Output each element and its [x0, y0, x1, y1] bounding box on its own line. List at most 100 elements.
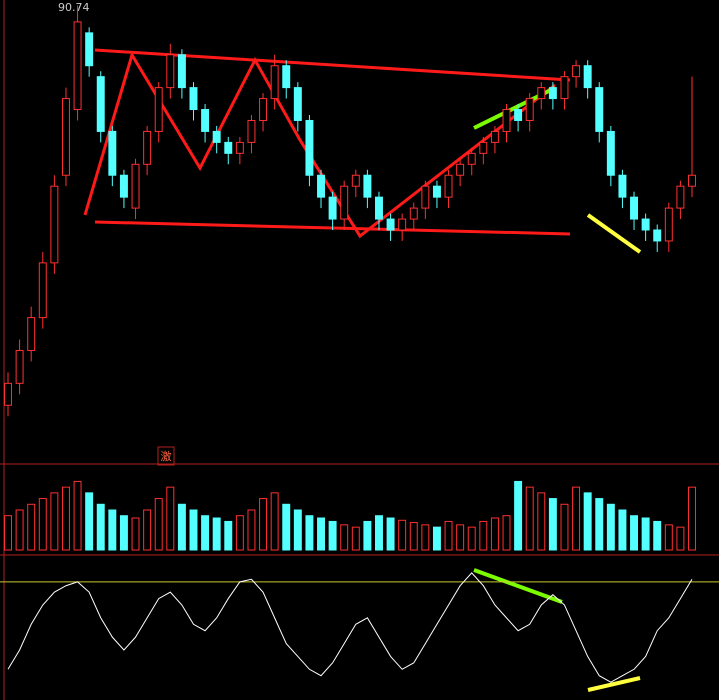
badge: 激	[161, 449, 172, 463]
candle-body	[572, 65, 581, 78]
candle-body	[560, 76, 569, 100]
candle-body	[583, 65, 592, 89]
candle-body	[259, 98, 268, 121]
candle-body	[456, 163, 465, 176]
volume-bar	[154, 498, 163, 551]
candle-body	[444, 174, 453, 198]
volume-bar	[235, 515, 244, 551]
volume-bar	[212, 517, 221, 551]
volume-bar	[119, 515, 128, 551]
candle-body	[618, 174, 627, 198]
candle-body	[131, 163, 140, 209]
candle-body	[282, 65, 291, 89]
candle-body	[235, 141, 244, 154]
volume-bar	[386, 517, 395, 551]
candle-body	[676, 185, 685, 209]
volume-bar	[479, 520, 488, 551]
divergence-arrow	[587, 676, 641, 692]
candle-body	[340, 185, 349, 220]
divergence-arrow	[586, 213, 642, 254]
volume-bar	[4, 515, 12, 551]
candle-body	[61, 98, 70, 176]
candle-body	[537, 87, 546, 100]
volume-bar	[340, 524, 349, 551]
volume-bar	[490, 517, 499, 551]
volume-bar	[537, 492, 546, 551]
candle-body	[143, 130, 152, 165]
candle-body	[548, 87, 557, 100]
candle-body	[154, 87, 163, 132]
volume-bar	[688, 486, 696, 551]
volume-bar	[525, 486, 534, 551]
candle-body	[514, 109, 523, 121]
candle-body	[119, 174, 128, 198]
volume-bar	[73, 480, 82, 551]
volume-bar	[61, 486, 70, 551]
candle-body	[688, 174, 696, 187]
volume-bar	[664, 524, 673, 551]
volume-bar	[189, 509, 198, 551]
candle-body	[653, 229, 662, 242]
volume-bar	[398, 519, 407, 551]
volume-bar	[444, 520, 453, 551]
volume-bar	[50, 492, 59, 551]
volume-bar	[351, 526, 360, 551]
candle-body	[490, 130, 499, 143]
volume-bar	[259, 498, 268, 551]
candle-body	[375, 196, 383, 220]
volume-bar	[201, 515, 210, 551]
badge-box	[157, 446, 175, 466]
candle-body	[467, 152, 476, 165]
high-label: 90.74	[58, 1, 90, 14]
volume-bar	[409, 522, 418, 551]
volume-bar	[375, 515, 383, 551]
candle-body	[606, 130, 615, 176]
volume-bar	[270, 492, 279, 551]
candle-body	[595, 87, 604, 132]
candle-body	[108, 130, 117, 176]
candle-body	[73, 21, 82, 111]
candle-body	[317, 174, 325, 198]
volume-bar	[305, 515, 314, 551]
volume-bar	[108, 509, 117, 551]
volume-bar	[85, 492, 94, 551]
candle-body	[664, 207, 673, 242]
volume-bar	[96, 503, 105, 551]
volume-bar	[177, 503, 186, 551]
candle-body	[15, 349, 24, 384]
candle-body	[189, 87, 198, 111]
volume-bar	[247, 509, 256, 551]
volume-bar	[548, 498, 557, 551]
candle-body	[4, 382, 12, 406]
volume-bar	[514, 480, 523, 551]
candle-body	[270, 65, 279, 100]
volume-bar	[363, 520, 372, 551]
candle-body	[386, 218, 395, 231]
candle-body	[328, 196, 337, 220]
volume-bar	[572, 486, 581, 551]
volume-bar	[606, 503, 615, 551]
candle-body	[224, 141, 233, 154]
volume-bar	[15, 509, 24, 551]
candle-body	[201, 109, 210, 132]
candle-body	[421, 185, 430, 209]
volume-bar	[502, 515, 511, 551]
volume-bar	[595, 498, 604, 551]
candle-body	[432, 185, 441, 198]
oscillator-line	[7, 572, 693, 683]
volume-bar	[583, 492, 592, 551]
candle-body	[630, 196, 639, 220]
volume-bar	[328, 520, 337, 551]
volume-bar	[432, 526, 441, 551]
candle-body	[398, 218, 407, 231]
volume-bar	[560, 503, 569, 551]
candle-body	[409, 207, 418, 220]
candle-body	[85, 32, 94, 67]
candle-body	[525, 98, 534, 121]
candle-body	[177, 54, 186, 89]
volume-bar	[224, 520, 233, 551]
volume-bar	[293, 509, 302, 551]
volume-bar	[456, 524, 465, 551]
